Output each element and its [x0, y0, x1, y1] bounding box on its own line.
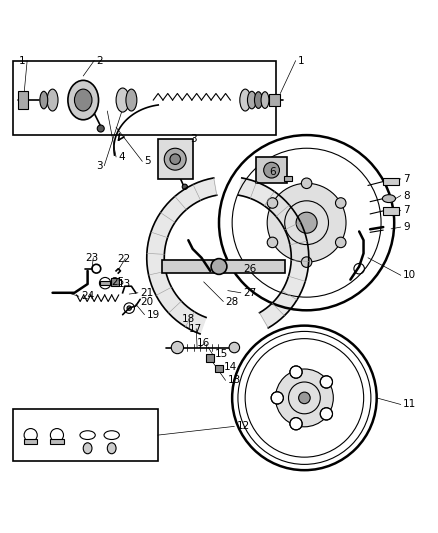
Bar	[50, 439, 64, 444]
Ellipse shape	[40, 91, 48, 109]
Ellipse shape	[47, 89, 58, 111]
Text: 13: 13	[228, 375, 241, 385]
Circle shape	[267, 183, 346, 262]
Ellipse shape	[107, 443, 116, 454]
Text: 1: 1	[298, 55, 304, 66]
Text: 22: 22	[117, 254, 131, 264]
Text: 20: 20	[140, 297, 153, 308]
Polygon shape	[239, 178, 309, 328]
Text: 5: 5	[145, 156, 151, 166]
Bar	[383, 177, 399, 185]
Text: 3: 3	[191, 134, 197, 144]
Ellipse shape	[116, 88, 129, 112]
Text: 28: 28	[226, 296, 239, 306]
Circle shape	[320, 408, 332, 420]
Polygon shape	[147, 178, 217, 334]
Text: 21: 21	[140, 288, 153, 298]
Circle shape	[170, 154, 180, 165]
Circle shape	[336, 198, 346, 208]
Text: 27: 27	[243, 288, 256, 298]
Text: 11: 11	[403, 399, 416, 409]
Circle shape	[290, 417, 302, 430]
Text: 24: 24	[81, 291, 94, 301]
Bar	[111, 278, 119, 286]
Ellipse shape	[382, 195, 396, 203]
Circle shape	[271, 392, 283, 404]
Text: 25: 25	[112, 277, 125, 287]
Bar	[18, 91, 28, 109]
Text: 1: 1	[19, 55, 26, 66]
Bar	[284, 176, 292, 181]
Bar	[383, 207, 399, 215]
Bar	[13, 61, 276, 135]
Circle shape	[264, 162, 279, 178]
Bar	[269, 94, 280, 106]
Circle shape	[301, 178, 312, 189]
Circle shape	[296, 212, 317, 233]
Bar	[100, 281, 110, 285]
Text: 14: 14	[223, 362, 237, 372]
Bar	[24, 439, 37, 444]
Text: 2: 2	[96, 55, 103, 66]
Ellipse shape	[68, 80, 99, 120]
Ellipse shape	[261, 92, 269, 108]
Circle shape	[164, 148, 186, 170]
Text: 23: 23	[85, 253, 99, 263]
Circle shape	[211, 259, 227, 274]
Bar	[162, 260, 285, 273]
Bar	[158, 140, 193, 179]
Text: 8: 8	[403, 190, 410, 200]
Ellipse shape	[254, 92, 262, 108]
Bar	[206, 354, 214, 362]
Bar	[13, 409, 158, 462]
Ellipse shape	[247, 91, 256, 109]
Circle shape	[276, 369, 333, 427]
Circle shape	[97, 125, 104, 132]
Ellipse shape	[83, 443, 92, 454]
Text: 6: 6	[269, 167, 276, 177]
Circle shape	[171, 342, 184, 354]
Ellipse shape	[74, 89, 92, 111]
Circle shape	[320, 376, 332, 388]
Circle shape	[127, 306, 131, 310]
Bar	[256, 157, 287, 183]
Circle shape	[290, 366, 302, 378]
Text: 18: 18	[182, 314, 195, 324]
Ellipse shape	[126, 89, 137, 111]
Text: 7: 7	[403, 205, 410, 215]
Text: 9: 9	[403, 222, 410, 232]
Circle shape	[229, 342, 240, 353]
Text: 19: 19	[147, 310, 160, 320]
Text: 3: 3	[96, 161, 103, 171]
Circle shape	[299, 392, 310, 403]
Text: 12: 12	[237, 422, 250, 431]
Circle shape	[182, 184, 187, 189]
Bar	[215, 365, 223, 373]
Text: 26: 26	[243, 264, 256, 273]
Ellipse shape	[240, 89, 251, 111]
Text: 15: 15	[215, 349, 228, 359]
Text: 4: 4	[118, 152, 125, 162]
Text: 13: 13	[118, 279, 131, 289]
Circle shape	[267, 198, 278, 208]
Text: 7: 7	[403, 174, 410, 184]
Text: 17: 17	[188, 324, 201, 334]
Text: 16: 16	[197, 338, 210, 348]
Circle shape	[336, 237, 346, 248]
Text: 10: 10	[403, 270, 416, 280]
Circle shape	[267, 237, 278, 248]
Circle shape	[301, 257, 312, 268]
